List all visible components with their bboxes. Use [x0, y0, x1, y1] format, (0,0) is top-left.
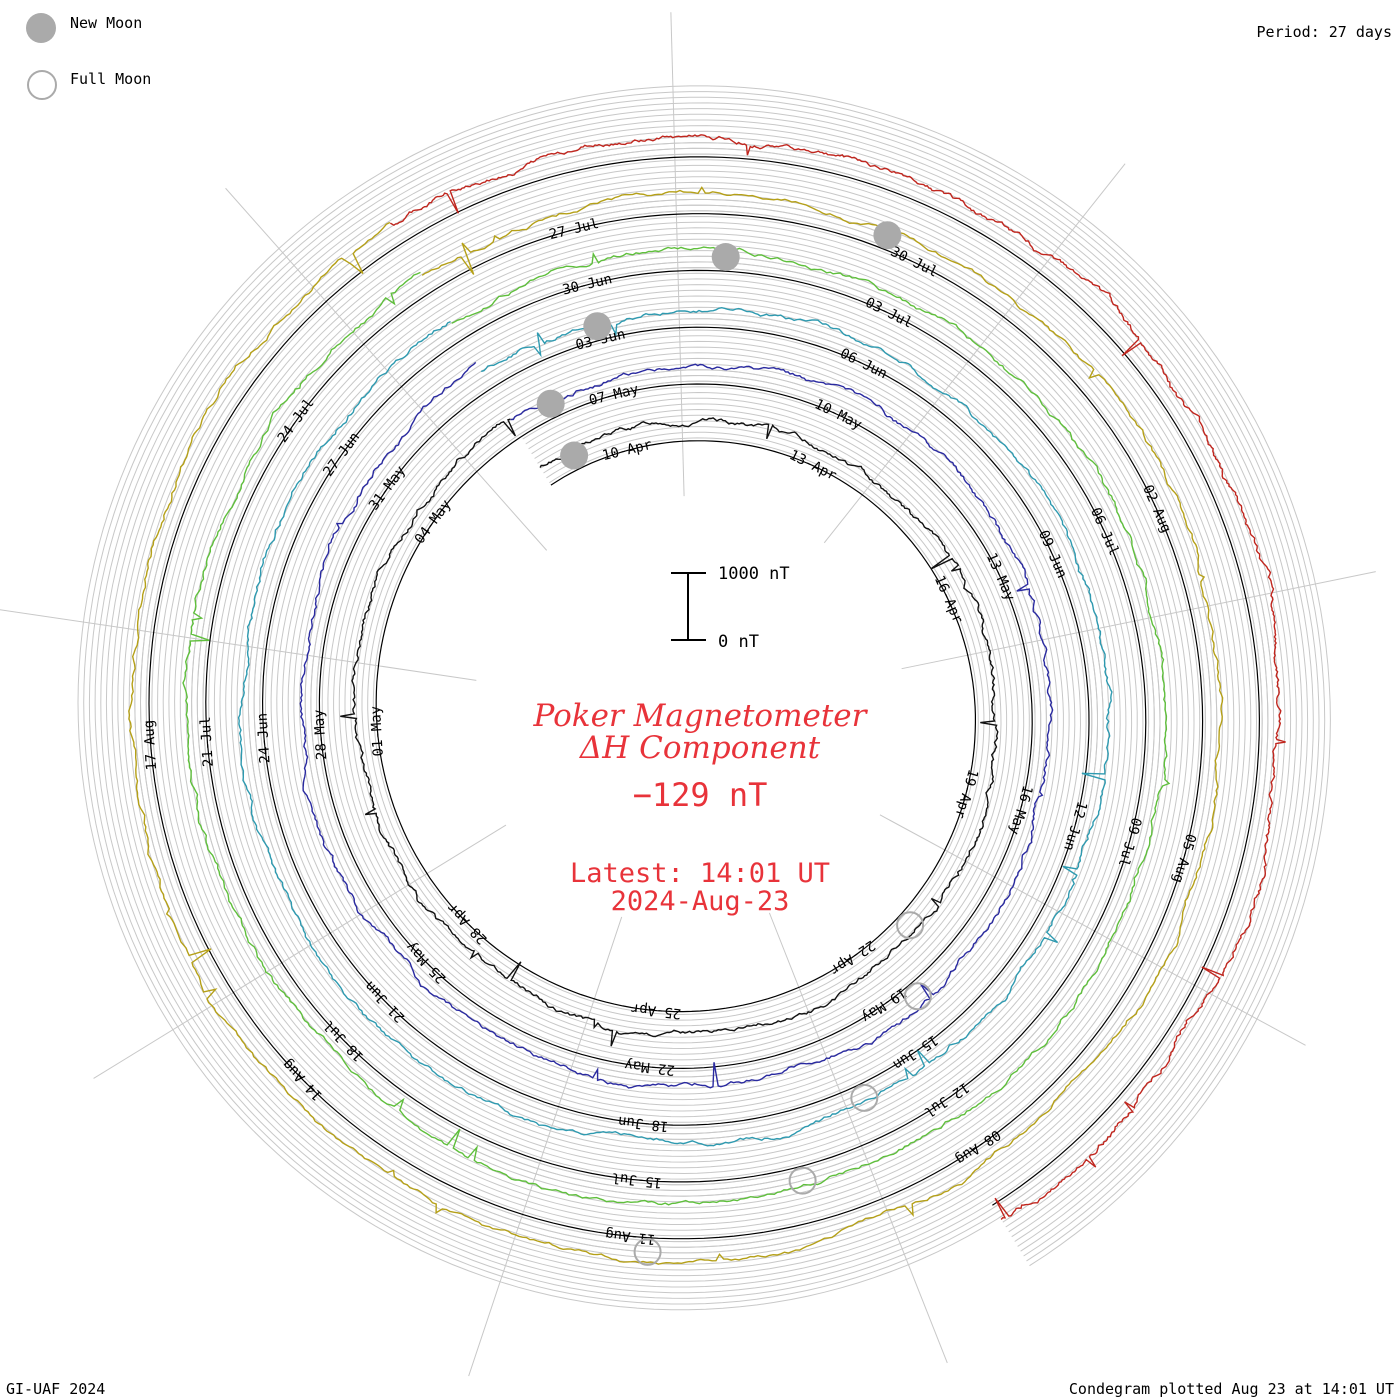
date-label: 19-May [858, 984, 909, 1025]
date-label: 21-Jun [362, 978, 408, 1026]
date-label: 09-Jun [1035, 528, 1070, 581]
new-moon-marker [711, 243, 740, 271]
radial-spoke [468, 916, 623, 1377]
full-moon-marker [633, 1237, 662, 1266]
date-label: 13-May [983, 551, 1018, 604]
date-label: 25-Apr [630, 1000, 682, 1022]
date-label: 15-Jun [890, 1031, 941, 1072]
date-label: 14-Aug [279, 1056, 325, 1104]
date-label: 18-Jul [321, 1017, 367, 1065]
scale-bar-top-label: 1000 nT [718, 564, 790, 584]
date-label: 24-Jul [275, 396, 318, 446]
latest-time: Latest: 14:01 UT [569, 858, 831, 889]
scale-bar: 1000 nT 0 nT [671, 564, 790, 652]
current-value: −129 nT [632, 776, 768, 814]
full-moon-marker [896, 911, 925, 940]
radial-spoke [225, 187, 548, 551]
chart-title-line2: ΔH Component [579, 730, 821, 766]
new-moon-marker [560, 441, 589, 470]
radial-spoke [823, 163, 1126, 544]
date-label: 18-Jun [617, 1113, 669, 1135]
series-trace [128, 186, 1224, 1265]
date-label: 02-Aug [1139, 483, 1174, 536]
baseline-spiral [148, 156, 1261, 1240]
radial-spoke [901, 571, 1376, 670]
footer-credit: GI-UAF 2024 [6, 1380, 106, 1398]
date-label: 22-May [624, 1056, 676, 1078]
radial-spoke [0, 609, 477, 681]
new-moon-marker [536, 389, 565, 418]
date-label: 16-Apr [931, 573, 966, 626]
date-label: 11-Aug [604, 1226, 656, 1248]
new-moon-marker [873, 221, 902, 250]
full-moon-legend-icon [27, 70, 57, 100]
scale-bar-bottom-label: 0 nT [718, 632, 759, 652]
date-label: 31-May [366, 463, 409, 513]
new-moon-marker [583, 312, 612, 341]
radial-spoke [93, 824, 507, 1079]
date-label: 01-May [368, 705, 387, 756]
date-label: 06-Jul [1087, 505, 1122, 558]
series-layer [128, 134, 1286, 1265]
series-trace [237, 306, 1113, 1147]
date-label: 27-Jun [320, 429, 363, 479]
footer-plotted: Condegram plotted Aug 23 at 14:01 UT [1068, 1380, 1394, 1398]
date-label: 04-May [412, 497, 455, 547]
moon-layer [536, 221, 932, 1266]
date-label: 15-Jul [611, 1169, 663, 1191]
series-trace [182, 246, 1171, 1206]
radial-spoke [879, 814, 1306, 1046]
date-label: 17-Aug [141, 719, 160, 770]
series-trace [340, 417, 999, 1047]
date-label: 24-Jun [254, 712, 273, 763]
latest-date: 2024-Aug-23 [610, 886, 790, 917]
baseline-layer [148, 156, 1261, 1240]
full-moon-marker [903, 982, 932, 1011]
date-label: 21-Jul [198, 716, 217, 767]
full-moon-legend-label: Full Moon [70, 70, 152, 88]
full-moon-marker [788, 1166, 817, 1195]
chart-title-line1: Poker Magnetometer [533, 698, 867, 734]
date-label: 08-Aug [952, 1126, 1003, 1167]
new-moon-legend-label: New Moon [70, 14, 143, 32]
series-trace [299, 361, 1054, 1089]
full-moon-marker [850, 1083, 879, 1112]
period-label: Period: 27 days [1256, 23, 1392, 41]
radial-spoke [670, 12, 685, 497]
new-moon-legend-icon [26, 13, 56, 43]
series-trace [389, 134, 1286, 1220]
date-label: 28-May [311, 709, 330, 760]
